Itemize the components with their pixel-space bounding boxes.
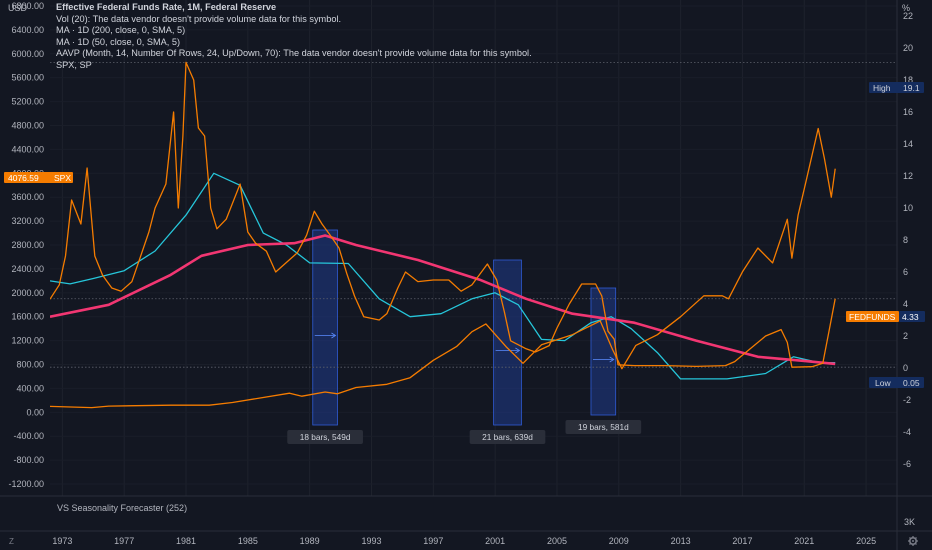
legend-ma200[interactable]: MA · 1D (200, close, 0, SMA, 5) (56, 25, 186, 36)
time-tick-label: 2017 (732, 536, 752, 546)
measure-label: 19 bars, 581d (578, 422, 629, 432)
chart-legend: Effective Federal Funds Rate, 1M, Federa… (56, 2, 532, 72)
time-tick-label: 2001 (485, 536, 505, 546)
right-tick-label: 6 (903, 267, 908, 277)
spx-price-value: 4076.59 (8, 173, 39, 183)
time-tick-label: 2025 (856, 536, 876, 546)
lower-pane-tick: 3K (904, 517, 915, 527)
left-tick-label: 5200.00 (11, 97, 44, 107)
time-axis[interactable]: 1973 1977 1981 1985 1989 1993 1997 2001 2005 2009… (52, 536, 876, 546)
left-tick-label: -1200.00 (8, 479, 44, 489)
measure-arrow-head (331, 332, 337, 339)
measure-label: 18 bars, 549d (300, 432, 351, 442)
right-tick-label: 8 (903, 235, 908, 245)
right-tick-label: 16 (903, 107, 913, 117)
time-tick-label: 1993 (361, 536, 381, 546)
fedfunds-badge-value: 4.33 (902, 312, 919, 322)
measure-label: 21 bars, 639d (482, 432, 533, 442)
fedfunds-badge[interactable]: FEDFUNDS 4.33 (846, 311, 925, 322)
time-tick-label: 1973 (52, 536, 72, 546)
left-tick-label: 4400.00 (11, 144, 44, 154)
right-tick-label: 2 (903, 331, 908, 341)
left-tick-label: 0.00 (26, 407, 44, 417)
right-tick-label: 20 (903, 43, 913, 53)
left-tick-label: 4800.00 (11, 120, 44, 130)
time-tick-label: 1997 (423, 536, 443, 546)
right-tick-label: 18 (903, 75, 913, 85)
right-tick-label: 14 (903, 139, 913, 149)
measure-label-box (469, 430, 546, 444)
time-tick-label: 2005 (547, 536, 567, 546)
legend-volume[interactable]: Vol (20): The data vendor doesn't provid… (56, 13, 342, 24)
left-tick-label: -400.00 (13, 431, 44, 441)
left-tick-label: 1200.00 (11, 336, 44, 346)
series-line-spx[interactable] (50, 127, 836, 409)
time-tick-label: 1989 (300, 536, 320, 546)
left-tick-label: 6400.00 (11, 25, 44, 35)
timezone-icon: Z (9, 537, 14, 546)
left-tick-label: -800.00 (13, 455, 44, 465)
low-badge[interactable]: Low 0.05 (869, 377, 924, 388)
left-tick-label: 5600.00 (11, 73, 44, 83)
left-tick-label: 400.00 (16, 383, 44, 393)
measure-arrow-head (515, 347, 521, 354)
chart-title[interactable]: Effective Federal Funds Rate, 1M, Federa… (56, 2, 277, 12)
measure-arrow-head (609, 356, 615, 363)
legend-ma50[interactable]: MA · 1D (50, close, 0, SMA, 5) (56, 36, 181, 47)
time-tick-label: 1977 (114, 536, 134, 546)
measure-band[interactable] (312, 229, 338, 426)
time-tick-label: 1981 (176, 536, 196, 546)
left-tick-label: 2400.00 (11, 264, 44, 274)
left-tick-label: 2800.00 (11, 240, 44, 250)
left-tick-label: 3200.00 (11, 216, 44, 226)
measure-band-labels: 18 bars, 549d 21 bars, 639d 19 bars, 581d (287, 420, 642, 444)
low-badge-label: Low (875, 378, 891, 388)
series-line-fedfunds[interactable] (50, 61, 836, 368)
legend-spx[interactable]: SPX, SP (56, 59, 92, 70)
series-line-ma-50[interactable] (50, 172, 836, 380)
right-axis-unit: % (902, 3, 910, 13)
right-tick-label: 22 (903, 11, 913, 21)
measure-label-box (565, 420, 642, 434)
left-tick-label: 800.00 (16, 360, 44, 370)
spx-price-badge[interactable]: 4076.59 SPX (4, 172, 73, 183)
measure-band[interactable] (590, 287, 617, 416)
series-lines (50, 61, 836, 409)
right-tick-label: 10 (903, 203, 913, 213)
gear-icon (908, 536, 918, 546)
fedfunds-badge-label: FEDFUNDS (849, 312, 896, 322)
time-tick-label: 1985 (238, 536, 258, 546)
series-line-ma-200[interactable] (50, 234, 836, 366)
right-tick-label: -4 (903, 427, 911, 437)
left-tick-label: 3600.00 (11, 192, 44, 202)
measure-label-box (287, 430, 363, 444)
right-tick-label: -6 (903, 459, 911, 469)
legend-aavp[interactable]: AAVP (Month, 14, Number Of Rows, 24, Up/… (56, 48, 532, 59)
left-tick-label: 2000.00 (11, 288, 44, 298)
timezone-button[interactable]: Z (9, 537, 14, 546)
right-tick-label: 4 (903, 299, 908, 309)
left-tick-label: 6000.00 (11, 49, 44, 59)
high-badge-label: High (873, 83, 891, 93)
high-badge-value: 19.1 (903, 83, 920, 93)
left-tick-label: 6800.00 (11, 1, 44, 11)
settings-button[interactable] (908, 536, 918, 546)
time-tick-label: 2009 (609, 536, 629, 546)
right-tick-label: 12 (903, 171, 913, 181)
time-tick-label: 2013 (671, 536, 691, 546)
low-badge-value: 0.05 (903, 378, 920, 388)
left-axis-unit: USD (8, 3, 28, 13)
left-tick-label: 1600.00 (11, 312, 44, 322)
right-tick-label: 0 (903, 363, 908, 373)
time-tick-label: 2021 (794, 536, 814, 546)
spx-price-label: SPX (54, 173, 71, 183)
grid-lines (50, 0, 897, 496)
seasonality-forecaster-label[interactable]: VS Seasonality Forecaster (252) (57, 503, 188, 513)
high-badge[interactable]: High 19.1 (869, 82, 924, 93)
right-tick-label: -2 (903, 395, 911, 405)
